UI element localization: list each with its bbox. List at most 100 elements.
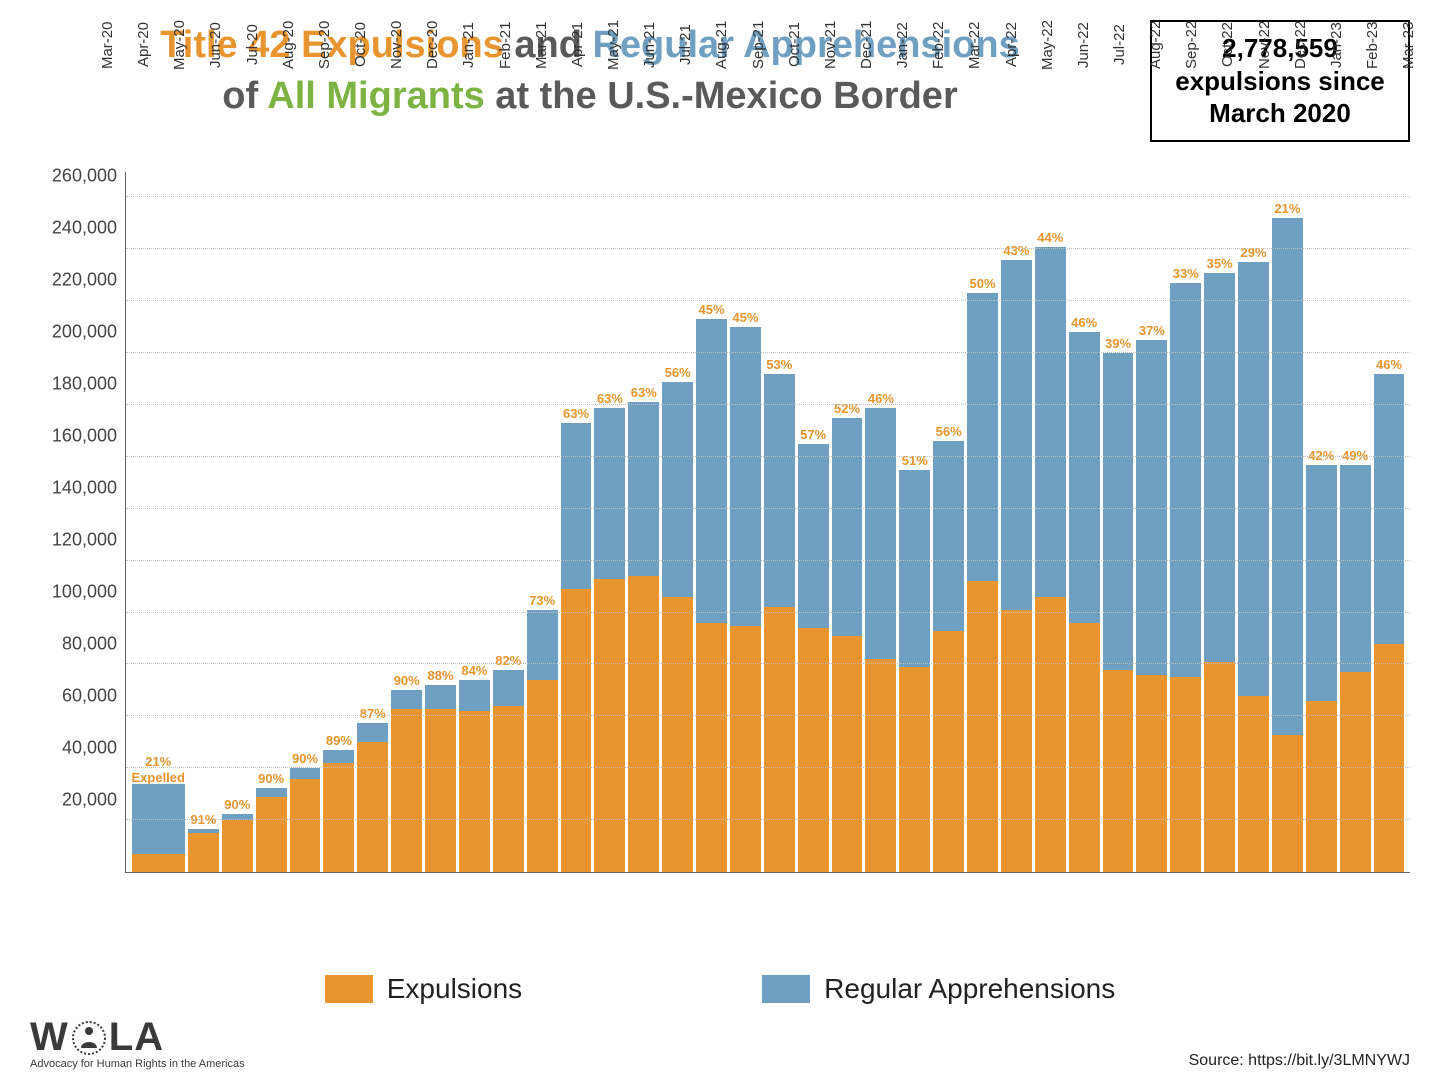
bar-apprehensions	[933, 441, 964, 630]
x-tick-label: Apr-20	[135, 20, 171, 76]
pct-label: 90%	[292, 751, 318, 766]
x-tick-label: Jul-20	[244, 20, 280, 76]
bar-apprehensions	[1340, 465, 1371, 673]
x-tick-label: Jun-22	[1075, 20, 1111, 76]
y-tick-label: 140,000	[52, 478, 117, 499]
bar-expulsions	[798, 628, 829, 872]
pct-label: 56%	[665, 365, 691, 380]
bar-expulsions	[933, 631, 964, 872]
y-tick-label: 100,000	[52, 582, 117, 603]
pct-label: 89%	[326, 733, 352, 748]
plot-area: 21%Expelled91%90%90%90%89%87%90%88%84%82…	[125, 172, 1410, 874]
bar-apprehensions	[1001, 260, 1032, 610]
bar-apprehensions	[256, 788, 287, 796]
bar-apprehensions	[1272, 218, 1303, 734]
x-tick-label: Feb-21	[497, 20, 533, 76]
bar-apprehensions	[1069, 332, 1100, 623]
x-tick-label: Feb-23	[1364, 20, 1400, 76]
bar-apprehensions	[798, 444, 829, 628]
x-tick-label: Nov-22	[1256, 20, 1292, 76]
pct-label: 82%	[495, 653, 521, 668]
bar-apprehensions	[493, 670, 524, 706]
legend: Expulsions Regular Apprehensions	[30, 973, 1410, 1005]
bar-expulsions	[1069, 623, 1100, 872]
bar-apprehensions	[459, 680, 490, 711]
x-tick-label: Sep-22	[1183, 20, 1219, 76]
bar-apprehensions	[967, 293, 998, 581]
y-tick-label: 40,000	[62, 738, 117, 759]
pct-label: 45%	[699, 302, 725, 317]
bar-apprehensions	[865, 408, 896, 660]
pct-label: 90%	[394, 673, 420, 688]
bar-expulsions	[594, 579, 625, 872]
x-tick-label: Dec-21	[858, 20, 894, 76]
bar-expulsions	[561, 589, 592, 872]
pct-label: 53%	[766, 357, 792, 372]
bar-expulsions	[425, 709, 456, 872]
y-tick-label: 60,000	[62, 686, 117, 707]
pct-label: 90%	[258, 771, 284, 786]
legend-swatch-apprehensions	[762, 975, 810, 1003]
y-tick-label: 160,000	[52, 426, 117, 447]
x-tick-label: Oct-21	[786, 20, 822, 76]
bar-expulsions	[459, 711, 490, 872]
pct-label: 35%	[1207, 256, 1233, 271]
bar-apprehensions	[594, 408, 625, 579]
pct-label: 46%	[1071, 315, 1097, 330]
bar-expulsions	[323, 763, 354, 872]
bar-expulsions	[1306, 701, 1337, 872]
pct-label: 21%	[1274, 201, 1300, 216]
bar-expulsions	[764, 607, 795, 872]
bar-apprehensions	[527, 610, 558, 680]
x-tick-label: Jan-21	[460, 20, 496, 76]
bar-apprehensions	[696, 319, 727, 623]
bar-apprehensions	[730, 327, 761, 625]
bar-apprehensions	[899, 470, 930, 667]
bar-apprehensions	[628, 402, 659, 576]
y-tick-label: 20,000	[62, 790, 117, 811]
bar-apprehensions	[764, 374, 795, 607]
bar-expulsions	[391, 709, 422, 872]
x-tick-label: Jun-20	[207, 20, 243, 76]
x-tick-label: Oct-20	[352, 20, 388, 76]
x-tick-label: Jul-21	[677, 20, 713, 76]
x-axis-labels: Mar-20Apr-20May-20Jun-20Jul-20Aug-20Sep-…	[95, 20, 1440, 76]
x-tick-label: Mar-22	[966, 20, 1002, 76]
bar-expulsions	[628, 576, 659, 872]
x-tick-label: May-21	[605, 20, 641, 76]
source-text: Source: https://bit.ly/3LMNYWJ	[1189, 1052, 1410, 1070]
x-tick-label: Feb-22	[930, 20, 966, 76]
bar-expulsions	[1340, 672, 1371, 872]
bar-expulsions	[1136, 675, 1167, 872]
chart-area: 20,00040,00060,00080,000100,000120,00014…	[30, 172, 1410, 874]
bar-expulsions	[1272, 735, 1303, 873]
pct-label: 63%	[563, 406, 589, 421]
bar-expulsions	[1170, 677, 1201, 872]
y-tick-label: 180,000	[52, 374, 117, 395]
y-axis: 20,00040,00060,00080,000100,000120,00014…	[30, 172, 125, 874]
pct-label: 56%	[936, 424, 962, 439]
x-tick-label: Sep-20	[316, 20, 352, 76]
pct-label: 45%	[732, 310, 758, 325]
pct-label: 90%	[224, 797, 250, 812]
bar-expulsions	[357, 742, 388, 872]
legend-expulsions: Expulsions	[325, 973, 522, 1005]
x-tick-label: May-20	[171, 20, 207, 76]
pct-label: 84%	[461, 663, 487, 678]
bar-expulsions	[290, 779, 321, 872]
bar-expulsions	[1103, 670, 1134, 872]
bar-apprehensions	[323, 750, 354, 763]
x-tick-label: Jan-22	[894, 20, 930, 76]
x-tick-label: Sep-21	[750, 20, 786, 76]
pct-label: 63%	[631, 385, 657, 400]
y-tick-label: 80,000	[62, 634, 117, 655]
bar-expulsions	[1374, 644, 1405, 872]
x-tick-label: Aug-20	[280, 20, 316, 76]
y-tick-label: 220,000	[52, 270, 117, 291]
y-tick-label: 200,000	[52, 322, 117, 343]
bar-expulsions	[222, 820, 253, 872]
bar-expulsions	[188, 833, 219, 872]
x-tick-label: Nov-21	[822, 20, 858, 76]
pct-label: 87%	[360, 706, 386, 721]
pct-label: 57%	[800, 427, 826, 442]
